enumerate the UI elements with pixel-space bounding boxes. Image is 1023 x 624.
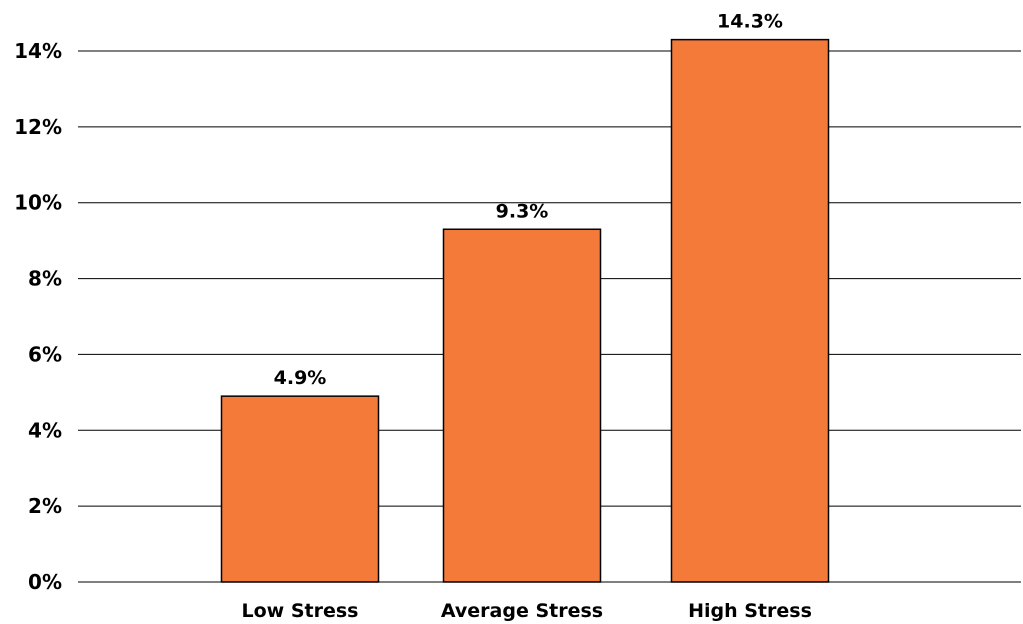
y-tick-label: 14% bbox=[14, 39, 62, 63]
y-axis-ticks: 0% 2% 4% 6% 8% 10% 12% 14% bbox=[14, 39, 62, 594]
x-axis-categories: Low Stress Average Stress High Stress bbox=[242, 600, 812, 622]
bar-average-stress bbox=[442, 228, 602, 583]
y-tick-label: 12% bbox=[14, 115, 62, 139]
data-label: 4.9% bbox=[274, 367, 327, 389]
y-tick-label: 0% bbox=[28, 570, 62, 594]
y-tick-label: 10% bbox=[14, 191, 62, 215]
y-tick-label: 2% bbox=[28, 494, 62, 518]
bar-high-stress bbox=[670, 38, 830, 583]
y-tick-label: 4% bbox=[28, 418, 62, 442]
data-labels: 4.9% 9.3% 14.3% bbox=[274, 11, 783, 390]
category-label: Average Stress bbox=[441, 600, 603, 622]
y-tick-label: 6% bbox=[28, 342, 62, 366]
bar-low-stress bbox=[220, 395, 380, 583]
category-label: Low Stress bbox=[242, 600, 359, 622]
data-label: 14.3% bbox=[717, 11, 783, 33]
data-label: 9.3% bbox=[496, 200, 549, 222]
category-label: High Stress bbox=[688, 600, 812, 622]
y-tick-label: 8% bbox=[28, 267, 62, 291]
bars bbox=[220, 38, 830, 583]
